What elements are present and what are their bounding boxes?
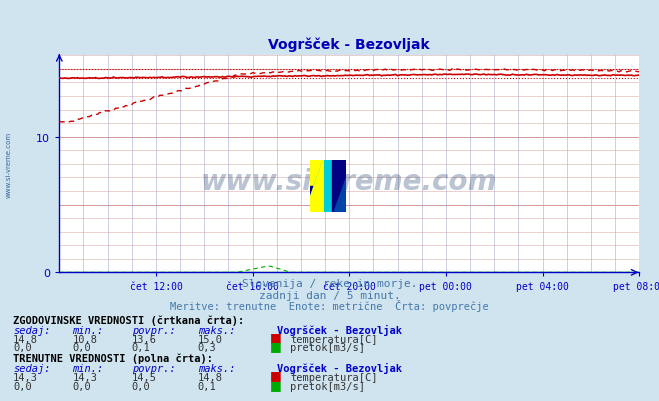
Text: min.:: min.: <box>72 325 103 335</box>
Title: Vogršček - Bezovljak: Vogršček - Bezovljak <box>268 38 430 52</box>
Text: temperatura[C]: temperatura[C] <box>290 372 378 382</box>
Text: 14,5: 14,5 <box>132 372 157 382</box>
Text: 0,1: 0,1 <box>132 342 150 352</box>
Text: 14,3: 14,3 <box>13 372 38 382</box>
Polygon shape <box>328 160 346 186</box>
Polygon shape <box>328 160 346 213</box>
Text: min.:: min.: <box>72 363 103 373</box>
Text: 0,1: 0,1 <box>198 381 216 391</box>
Text: 14,3: 14,3 <box>72 372 98 382</box>
Text: maks.:: maks.: <box>198 325 235 335</box>
Text: 10,8: 10,8 <box>72 334 98 344</box>
Text: povpr.:: povpr.: <box>132 325 175 335</box>
Text: ZGODOVINSKE VREDNOSTI (črtkana črta):: ZGODOVINSKE VREDNOSTI (črtkana črta): <box>13 314 244 325</box>
Text: 15,0: 15,0 <box>198 334 223 344</box>
Text: 0,0: 0,0 <box>132 381 150 391</box>
Text: www.si-vreme.com: www.si-vreme.com <box>5 132 12 197</box>
Text: 0,0: 0,0 <box>13 342 32 352</box>
Polygon shape <box>310 160 346 213</box>
Text: ■: ■ <box>270 339 282 352</box>
Text: www.si-vreme.com: www.si-vreme.com <box>201 168 498 196</box>
Text: 14,8: 14,8 <box>198 372 223 382</box>
Text: Vogršček - Bezovljak: Vogršček - Bezovljak <box>277 362 402 373</box>
Text: maks.:: maks.: <box>198 363 235 373</box>
Text: zadnji dan / 5 minut.: zadnji dan / 5 minut. <box>258 290 401 300</box>
Polygon shape <box>332 160 346 213</box>
Text: Slovenija / reke in morje.: Slovenija / reke in morje. <box>242 279 417 289</box>
Text: temperatura[C]: temperatura[C] <box>290 334 378 344</box>
Text: 0,0: 0,0 <box>72 342 91 352</box>
Text: Vogršček - Bezovljak: Vogršček - Bezovljak <box>277 324 402 335</box>
Text: TRENUTNE VREDNOSTI (polna črta):: TRENUTNE VREDNOSTI (polna črta): <box>13 352 213 363</box>
Text: 0,3: 0,3 <box>198 342 216 352</box>
Polygon shape <box>310 160 324 213</box>
Text: sedaj:: sedaj: <box>13 325 51 335</box>
Text: 0,0: 0,0 <box>72 381 91 391</box>
Text: povpr.:: povpr.: <box>132 363 175 373</box>
Text: pretok[m3/s]: pretok[m3/s] <box>290 342 365 352</box>
Text: 14,8: 14,8 <box>13 334 38 344</box>
Text: 13,6: 13,6 <box>132 334 157 344</box>
Polygon shape <box>310 186 328 213</box>
Text: sedaj:: sedaj: <box>13 363 51 373</box>
Text: pretok[m3/s]: pretok[m3/s] <box>290 381 365 391</box>
Polygon shape <box>310 160 328 186</box>
Text: ■: ■ <box>270 330 282 343</box>
Text: ■: ■ <box>270 378 282 391</box>
Text: ■: ■ <box>270 369 282 381</box>
Text: 0,0: 0,0 <box>13 381 32 391</box>
Text: Meritve: trenutne  Enote: metrične  Črta: povprečje: Meritve: trenutne Enote: metrične Črta: … <box>170 299 489 311</box>
